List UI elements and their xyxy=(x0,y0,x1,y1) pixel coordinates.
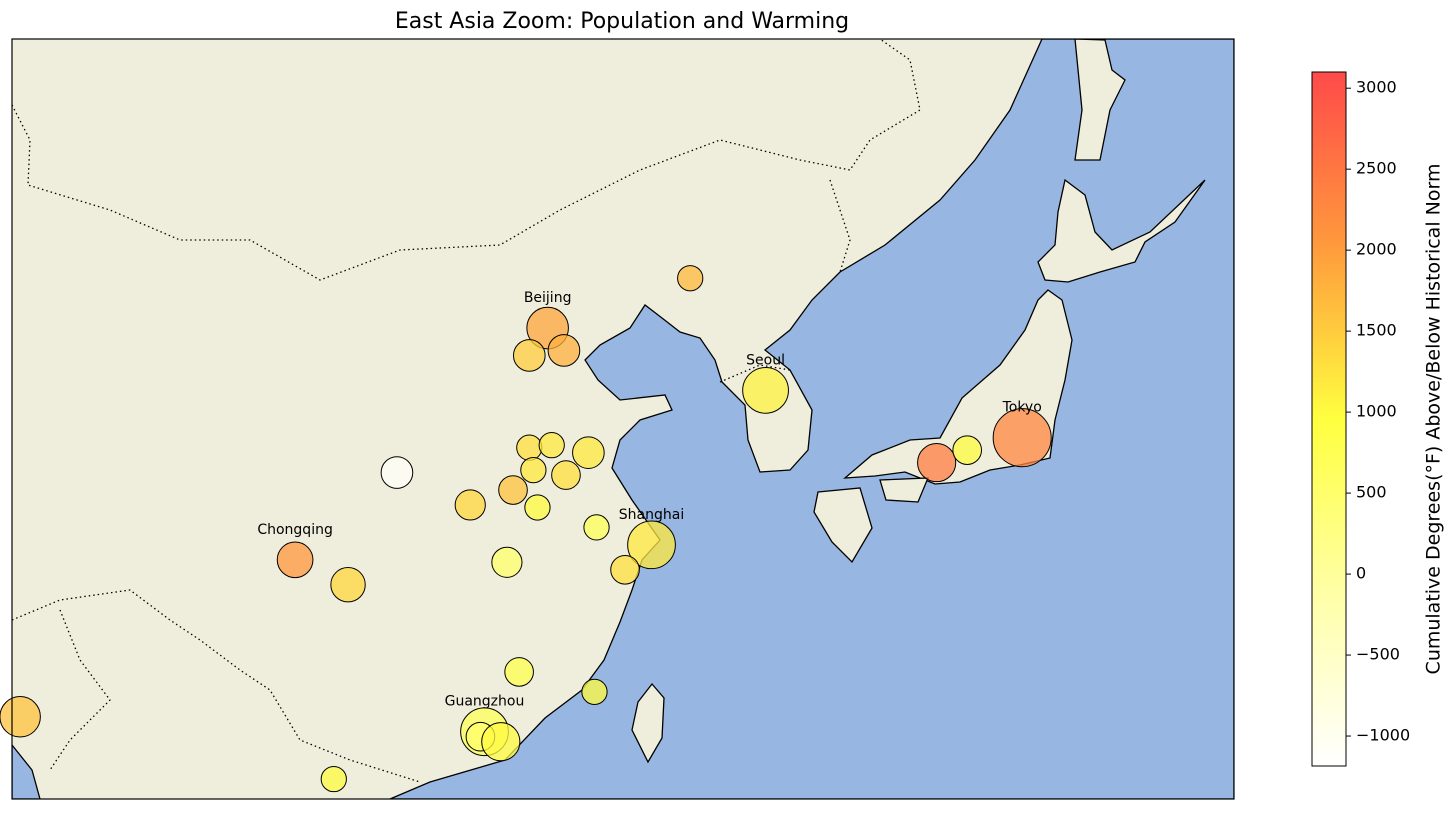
city-bubble xyxy=(572,436,605,469)
shikoku xyxy=(879,477,929,503)
city-label: Tokyo xyxy=(1002,400,1042,416)
bottom-left-sea xyxy=(12,743,41,799)
colorbar-tick-label: 3000 xyxy=(1356,78,1397,97)
basemap xyxy=(12,39,1234,799)
city-bubble xyxy=(380,456,414,489)
city-bubble xyxy=(627,520,676,570)
kyushu xyxy=(813,487,873,564)
city-bubble xyxy=(498,475,528,505)
colorbar-tick-label: −500 xyxy=(1356,645,1400,664)
city-bubble xyxy=(520,456,547,484)
country-border xyxy=(719,364,791,383)
city-bubble xyxy=(952,435,983,465)
city-bubble xyxy=(0,696,41,738)
city-bubble xyxy=(547,334,581,367)
bubble-layer: Beijing Seoul Tokyo Shanghai Chongqing Guangz… xyxy=(0,265,1052,793)
colorbar-tick-label: 0 xyxy=(1356,564,1366,583)
city-bubble xyxy=(320,765,347,793)
colorbar-tick-label: 2500 xyxy=(1356,159,1397,178)
city-bubble xyxy=(524,494,551,521)
city-bubble xyxy=(742,366,789,414)
country-border xyxy=(829,179,851,273)
colorbar-tick-label: 500 xyxy=(1356,483,1387,502)
city-bubble xyxy=(677,265,704,292)
colorbar xyxy=(1311,71,1347,767)
city-bubble xyxy=(481,722,521,762)
city-label: Shanghai xyxy=(619,507,684,523)
city-bubble xyxy=(512,339,546,372)
city-bubble xyxy=(551,460,581,490)
city-bubble xyxy=(276,541,314,579)
map-frame xyxy=(11,38,1235,800)
city-bubble xyxy=(992,408,1052,468)
colorbar-tick-label: 1000 xyxy=(1356,402,1397,421)
sakhalin xyxy=(1074,39,1126,161)
colorbar-tick-label: −1000 xyxy=(1356,726,1410,745)
city-bubble xyxy=(491,546,523,578)
city-label: Beijing xyxy=(524,290,572,306)
city-bubble xyxy=(581,678,608,705)
city-bubble xyxy=(454,489,486,521)
city-label: Guangzhou xyxy=(445,694,525,710)
city-label: Chongqing xyxy=(257,522,333,538)
colorbar-label: Cumulative Degrees(°F) Above/Below Histo… xyxy=(1423,164,1445,675)
chart-title: East Asia Zoom: Population and Warming xyxy=(395,9,849,34)
city-bubble xyxy=(504,657,534,687)
city-bubble xyxy=(516,434,543,461)
hokkaido xyxy=(1037,178,1206,283)
country-border xyxy=(12,39,921,281)
city-bubble xyxy=(917,443,957,483)
city-label: Seoul xyxy=(746,352,785,368)
city-bubble xyxy=(583,514,610,541)
colorbar-tick-label: 2000 xyxy=(1356,240,1397,259)
sea xyxy=(389,39,1234,799)
city-bubble xyxy=(610,554,640,585)
colorbar-tick-label: 1500 xyxy=(1356,321,1397,340)
city-bubble xyxy=(330,567,366,603)
country-border xyxy=(49,609,111,771)
taiwan xyxy=(631,682,665,764)
city-bubble xyxy=(538,432,565,459)
